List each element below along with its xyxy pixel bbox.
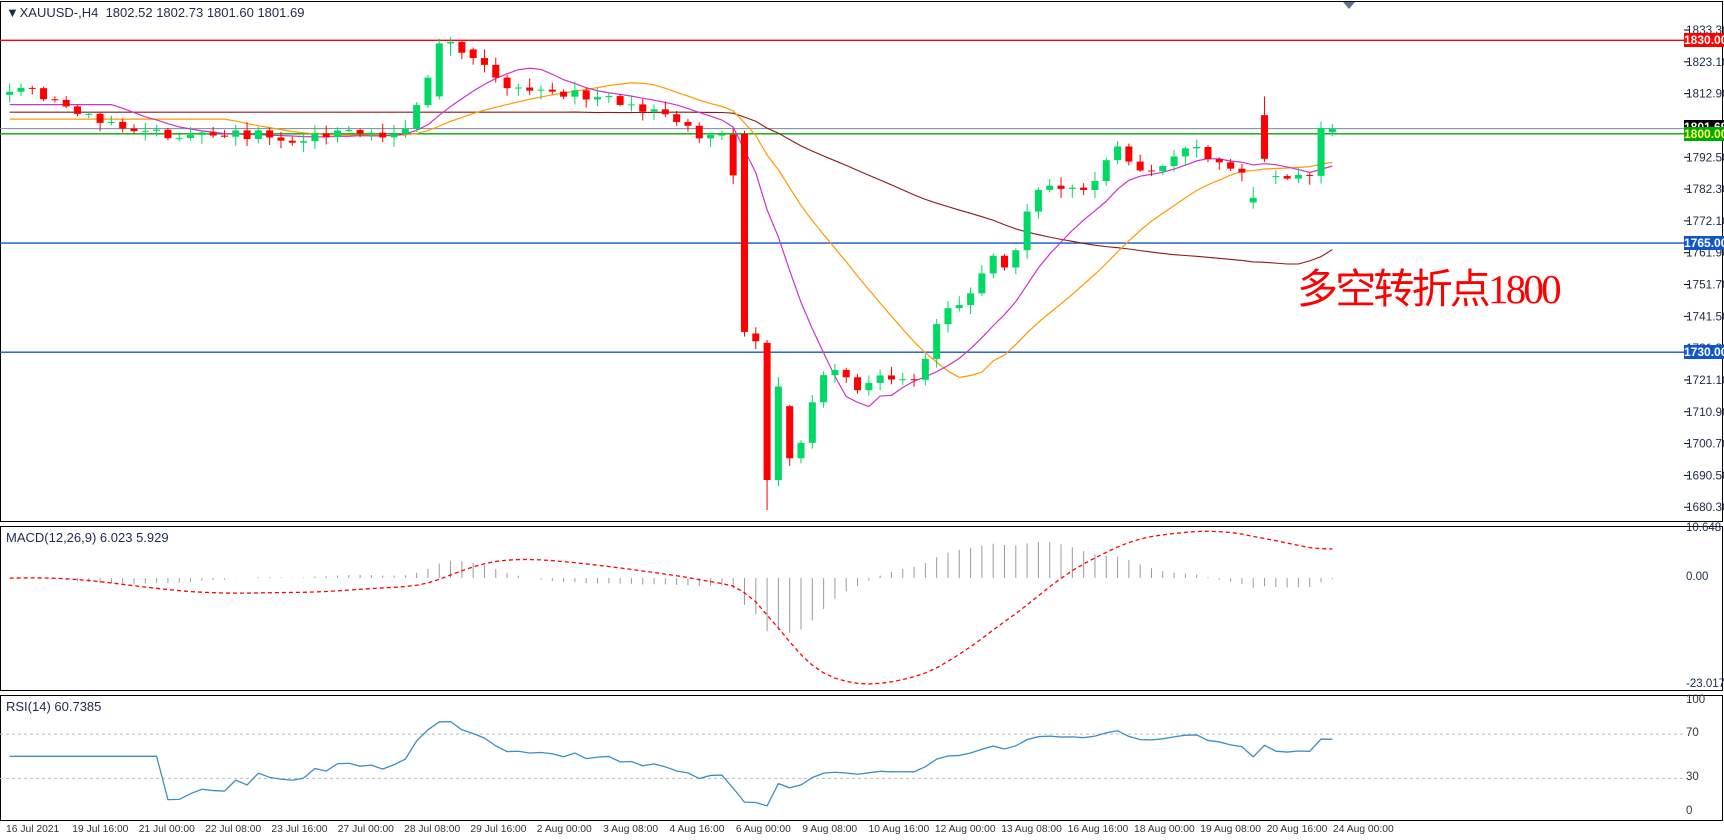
svg-text:1690.50: 1690.50 [1686, 468, 1724, 482]
svg-text:1741.50: 1741.50 [1686, 309, 1724, 323]
svg-text:1782.30: 1782.30 [1686, 182, 1724, 196]
svg-text:1772.10: 1772.10 [1686, 214, 1724, 228]
svg-text:1700.70: 1700.70 [1686, 437, 1724, 451]
svg-text:1812.90: 1812.90 [1686, 87, 1724, 101]
svg-text:1680.30: 1680.30 [1686, 500, 1724, 514]
svg-text:1721.10: 1721.10 [1686, 373, 1724, 387]
svg-text:1710.90: 1710.90 [1686, 405, 1724, 419]
svg-text:1792.50: 1792.50 [1686, 150, 1724, 164]
svg-text:1751.70: 1751.70 [1686, 278, 1724, 292]
svg-text:1823.10: 1823.10 [1686, 55, 1724, 69]
